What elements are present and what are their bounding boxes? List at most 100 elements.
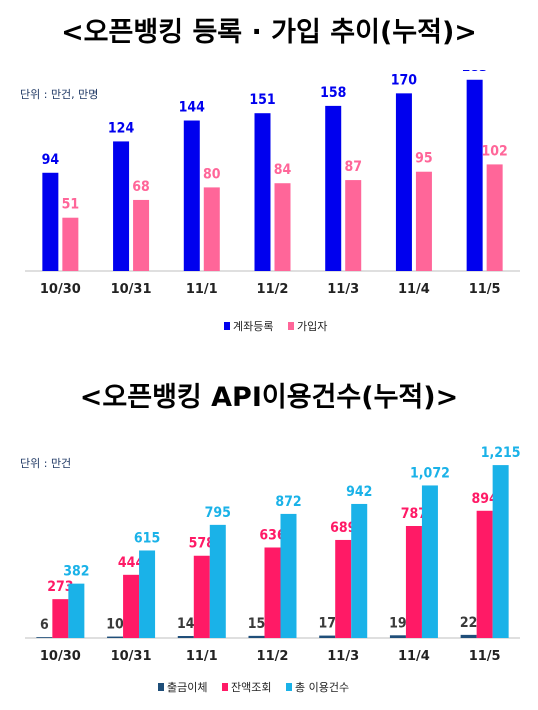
x-tick-label: 10/31 — [111, 649, 152, 664]
value-label: 578 — [189, 536, 215, 552]
x-tick-label: 11/2 — [257, 282, 289, 297]
legend-swatch-가입자 — [288, 322, 294, 330]
bar-출금이체-10/31 — [107, 636, 124, 638]
legend-label: 잔액조회 — [231, 681, 271, 694]
value-label: 51 — [62, 197, 80, 213]
legend-label: 출금이체 — [167, 681, 207, 694]
value-label: 1,072 — [410, 465, 450, 481]
legend-swatch-계좌등록 — [224, 322, 230, 330]
value-label: 689 — [330, 520, 356, 536]
value-label: 19 — [389, 615, 407, 631]
value-label: 1,215 — [481, 445, 521, 461]
value-label: 15 — [248, 616, 266, 632]
value-label: 87 — [344, 159, 362, 175]
value-label: 68 — [132, 179, 150, 195]
value-label: 382 — [63, 564, 89, 580]
legend-swatch-잔액조회 — [222, 683, 228, 691]
bar-계좌등록-11/1 — [183, 120, 200, 271]
value-label: 6 — [40, 617, 49, 633]
bar-잔액조회-11/1 — [193, 555, 210, 638]
legend-label: 총 이용건수 — [295, 681, 349, 694]
bar-가입자-10/30 — [62, 217, 79, 271]
bar-출금이체-11/2 — [248, 635, 265, 638]
unit-label: 단위 : 만건 — [20, 457, 71, 470]
bar-총 이용건수-11/5 — [492, 465, 509, 638]
value-label: 10 — [106, 617, 124, 633]
bar-총 이용건수-11/1 — [209, 524, 226, 638]
value-label: 170 — [391, 72, 418, 88]
value-label: 615 — [134, 530, 160, 546]
bar-출금이체-11/4 — [389, 635, 406, 638]
x-tick-label: 11/3 — [327, 649, 359, 664]
bar-가입자-11/4 — [415, 171, 432, 271]
legend-label: 가입자 — [297, 320, 327, 333]
registration-chart: 단위 : 만건, 만명 94 51 10/30 124 68 10/31 144 80 11/1 1… — [20, 70, 520, 333]
value-label: 872 — [275, 494, 301, 510]
x-tick-label: 11/4 — [398, 649, 430, 664]
x-tick-label: 11/3 — [327, 282, 359, 297]
value-label: 273 — [47, 579, 73, 595]
bar-계좌등록-11/4 — [395, 93, 412, 271]
x-tick-label: 10/30 — [40, 649, 81, 664]
value-label: 894 — [471, 491, 498, 507]
bar-가입자-11/2 — [274, 183, 291, 271]
legend-label: 계좌등록 — [233, 320, 273, 333]
value-label: 84 — [274, 162, 292, 178]
value-label: 787 — [401, 506, 427, 522]
chart-title-api-usage: <오픈뱅킹 API이용건수(누적)> — [79, 382, 459, 413]
x-tick-label: 11/5 — [469, 282, 501, 297]
value-label: 124 — [108, 120, 135, 136]
bar-잔액조회-10/30 — [52, 599, 69, 638]
value-label: 444 — [118, 555, 145, 571]
value-label: 636 — [259, 527, 286, 543]
x-tick-label: 11/4 — [398, 282, 430, 297]
bar-잔액조회-11/5 — [476, 510, 493, 638]
bar-계좌등록-11/2 — [254, 113, 271, 271]
bar-계좌등록-10/30 — [42, 172, 59, 271]
value-label: 183 — [461, 70, 487, 75]
bar-가입자-10/31 — [133, 199, 150, 271]
value-label: 942 — [346, 484, 372, 500]
bar-총 이용건수-11/3 — [351, 503, 368, 638]
bar-총 이용건수-11/2 — [280, 513, 297, 638]
x-tick-label: 11/5 — [469, 649, 501, 664]
bar-잔액조회-11/3 — [335, 539, 352, 638]
value-label: 14 — [177, 616, 195, 632]
legend-swatch-총 이용건수 — [286, 683, 292, 691]
value-label: 144 — [179, 100, 206, 116]
bar-총 이용건수-10/31 — [139, 550, 156, 638]
value-label: 102 — [481, 143, 507, 159]
x-tick-label: 11/1 — [186, 282, 218, 297]
value-label: 17 — [318, 616, 336, 632]
bar-잔액조회-11/4 — [405, 526, 422, 638]
bar-가입자-11/5 — [486, 164, 503, 271]
x-tick-label: 10/30 — [40, 282, 81, 297]
value-label: 94 — [42, 152, 60, 168]
bar-출금이체-11/5 — [460, 634, 477, 638]
value-label: 80 — [203, 166, 221, 182]
chart-title-registration: <오픈뱅킹 등록 · 가입 추이(누적)> — [61, 17, 477, 48]
bar-계좌등록-11/3 — [325, 105, 342, 271]
bar-출금이체-11/1 — [177, 636, 194, 638]
bar-총 이용건수-10/30 — [68, 583, 85, 638]
value-label: 795 — [205, 505, 231, 521]
bar-계좌등록-10/31 — [113, 141, 130, 271]
x-tick-label: 11/2 — [257, 649, 289, 664]
bar-총 이용건수-11/4 — [421, 485, 438, 638]
value-label: 22 — [460, 615, 478, 631]
x-tick-label: 11/1 — [186, 649, 218, 664]
bar-가입자-11/1 — [203, 187, 220, 271]
x-tick-label: 10/31 — [111, 282, 152, 297]
bar-계좌등록-11/5 — [466, 79, 483, 271]
bar-출금이체-11/3 — [319, 635, 336, 638]
unit-label: 단위 : 만건, 만명 — [20, 88, 98, 101]
bar-가입자-11/3 — [345, 180, 362, 271]
bar-잔액조회-10/31 — [123, 574, 140, 638]
value-label: 151 — [249, 92, 275, 108]
legend-swatch-출금이체 — [158, 683, 164, 691]
bar-출금이체-10/30 — [36, 637, 53, 638]
value-label: 95 — [415, 151, 433, 167]
bar-잔액조회-11/2 — [264, 547, 281, 638]
value-label: 158 — [320, 85, 346, 101]
